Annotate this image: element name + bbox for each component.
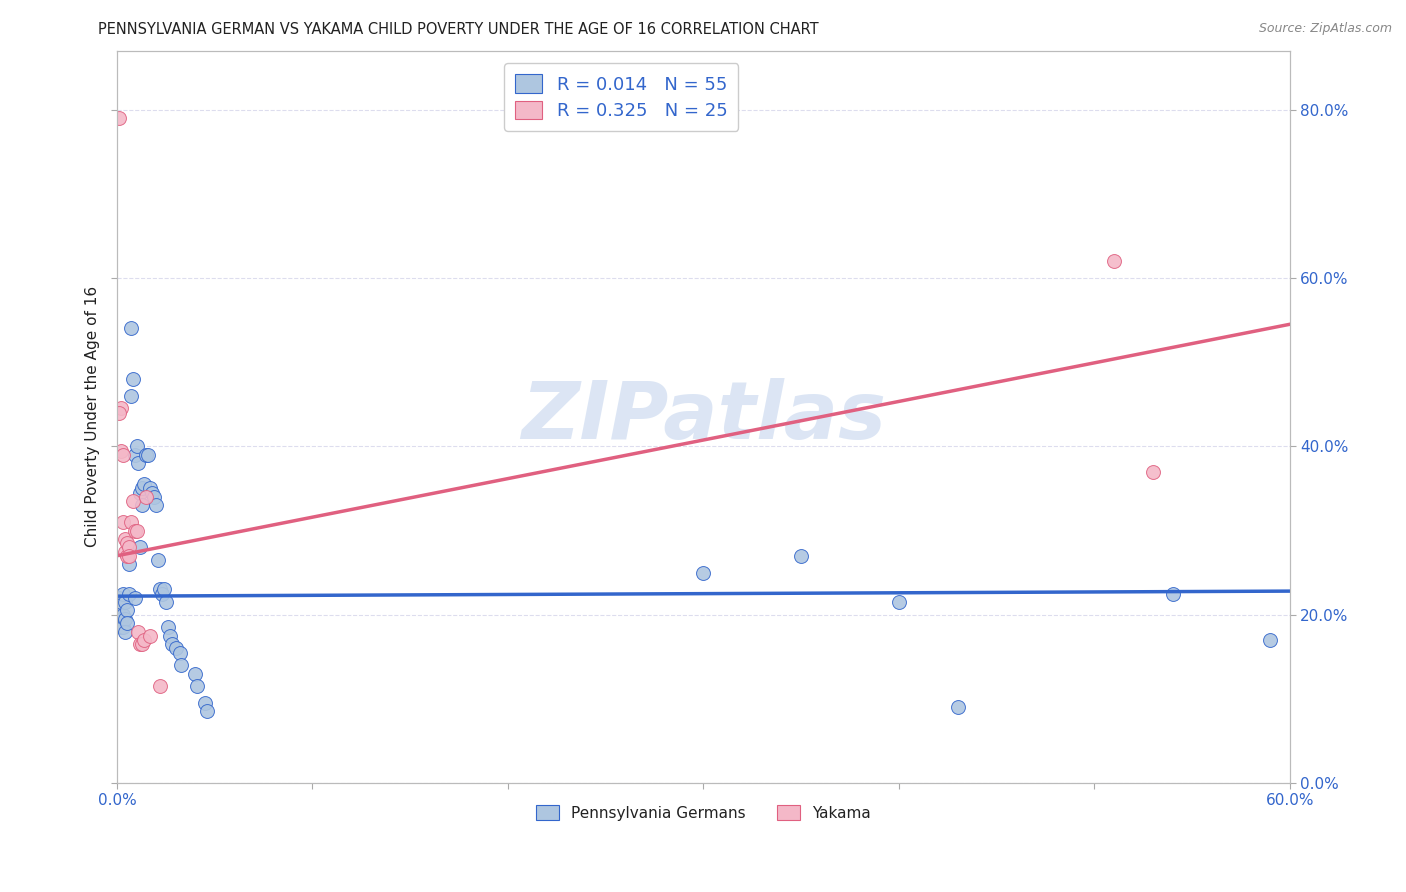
Point xyxy=(118,549,141,563)
Point xyxy=(170,658,193,673)
Point xyxy=(131,637,153,651)
Point xyxy=(118,587,141,601)
Point xyxy=(143,490,166,504)
Point xyxy=(129,485,152,500)
Point xyxy=(115,536,138,550)
Point xyxy=(110,401,132,416)
Point xyxy=(184,666,207,681)
Point xyxy=(1142,465,1164,479)
Point xyxy=(114,595,136,609)
Point xyxy=(108,607,131,622)
Point xyxy=(111,587,134,601)
Point xyxy=(195,705,218,719)
Point xyxy=(108,406,131,420)
Text: ZIPatlas: ZIPatlas xyxy=(522,378,886,456)
Point xyxy=(156,620,179,634)
Text: PENNSYLVANIA GERMAN VS YAKAMA CHILD POVERTY UNDER THE AGE OF 16 CORRELATION CHAR: PENNSYLVANIA GERMAN VS YAKAMA CHILD POVE… xyxy=(98,22,820,37)
Point xyxy=(150,587,173,601)
Point xyxy=(134,477,156,491)
Point xyxy=(160,637,183,651)
Point xyxy=(165,641,187,656)
Point xyxy=(110,595,132,609)
Point xyxy=(1260,632,1282,647)
Point xyxy=(155,595,177,609)
Point xyxy=(136,448,159,462)
Point xyxy=(108,111,131,125)
Point xyxy=(124,591,146,605)
Point xyxy=(131,482,153,496)
Point xyxy=(127,624,149,639)
Point xyxy=(131,498,153,512)
Legend: Pennsylvania Germans, Yakama: Pennsylvania Germans, Yakama xyxy=(530,798,877,827)
Point xyxy=(946,700,969,714)
Point xyxy=(115,549,138,563)
Point xyxy=(114,612,136,626)
Point xyxy=(139,482,162,496)
Point xyxy=(194,696,217,710)
Point xyxy=(129,541,152,555)
Point xyxy=(139,629,162,643)
Point xyxy=(120,321,142,335)
Point xyxy=(186,679,208,693)
Point xyxy=(134,632,156,647)
Point xyxy=(114,544,136,558)
Point xyxy=(118,541,141,555)
Point xyxy=(127,456,149,470)
Point xyxy=(153,582,176,597)
Point xyxy=(118,557,141,571)
Point xyxy=(692,566,714,580)
Point xyxy=(124,524,146,538)
Point xyxy=(129,637,152,651)
Point xyxy=(110,443,132,458)
Y-axis label: Child Poverty Under the Age of 16: Child Poverty Under the Age of 16 xyxy=(86,286,100,548)
Point xyxy=(114,624,136,639)
Point xyxy=(111,448,134,462)
Point xyxy=(114,532,136,546)
Point xyxy=(124,448,146,462)
Point xyxy=(146,553,169,567)
Point xyxy=(125,524,148,538)
Text: Source: ZipAtlas.com: Source: ZipAtlas.com xyxy=(1258,22,1392,36)
Point xyxy=(120,515,142,529)
Point xyxy=(115,603,138,617)
Point xyxy=(111,620,134,634)
Point xyxy=(115,616,138,631)
Point xyxy=(159,629,181,643)
Point xyxy=(1161,587,1184,601)
Point xyxy=(145,498,167,512)
Point xyxy=(121,494,143,508)
Point xyxy=(141,485,163,500)
Point xyxy=(121,372,143,386)
Point xyxy=(110,612,132,626)
Point xyxy=(110,620,132,634)
Point xyxy=(169,646,191,660)
Point xyxy=(1102,254,1125,268)
Point xyxy=(108,599,131,614)
Point xyxy=(111,607,134,622)
Point xyxy=(108,591,131,605)
Point xyxy=(887,595,910,609)
Point xyxy=(111,515,134,529)
Point xyxy=(149,679,172,693)
Point xyxy=(125,439,148,453)
Point xyxy=(149,582,172,597)
Point xyxy=(790,549,813,563)
Point xyxy=(135,448,157,462)
Point xyxy=(120,389,142,403)
Point xyxy=(135,490,157,504)
